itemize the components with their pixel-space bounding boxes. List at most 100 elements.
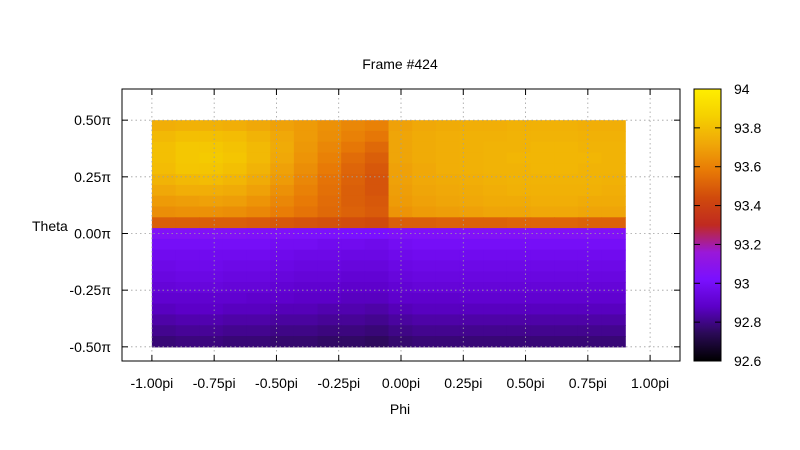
heatmap-cell — [270, 174, 295, 186]
heatmap-cell — [341, 260, 366, 272]
colorbar-tick-label: 92.8 — [734, 314, 761, 330]
heatmap-cell — [222, 249, 248, 262]
heatmap-cell — [364, 217, 390, 229]
heatmap-cell — [483, 325, 508, 337]
heatmap-cell — [293, 260, 319, 272]
heatmap-cell — [175, 314, 200, 326]
heatmap-cell — [435, 238, 461, 251]
heatmap-cell — [506, 206, 532, 218]
y-tick-label: 0.00π — [74, 226, 111, 242]
heatmap-cell — [459, 174, 484, 186]
heatmap-cell — [435, 249, 461, 262]
heatmap-cell — [175, 238, 200, 251]
heatmap-cell — [199, 184, 224, 197]
heatmap-cell — [577, 206, 603, 218]
heatmap-cell — [530, 195, 555, 208]
heatmap-cell — [199, 303, 224, 316]
heatmap-cell — [270, 303, 295, 316]
heatmap-cell — [364, 271, 390, 283]
heatmap-cell — [222, 260, 248, 272]
colorbar-tick-label: 93 — [734, 275, 750, 291]
heatmap-cell — [199, 249, 224, 262]
heatmap-cell — [435, 163, 461, 175]
heatmap-cell — [459, 292, 484, 305]
heatmap-cell — [222, 130, 248, 143]
heatmap-cell — [175, 184, 200, 197]
heatmap-cell — [317, 271, 342, 283]
heatmap-cell — [199, 282, 224, 294]
heatmap-cell — [175, 141, 200, 154]
heatmap-cell — [293, 141, 319, 154]
heatmap-cell — [222, 174, 248, 186]
heatmap-cell — [554, 206, 579, 218]
heatmap-cell — [222, 195, 248, 208]
heatmap-cell — [341, 152, 366, 164]
chart-title: Frame #424 — [362, 56, 438, 72]
heatmap-cell — [293, 174, 319, 186]
heatmap-cell — [554, 217, 579, 229]
heatmap-cell — [364, 249, 390, 262]
heatmap-cell — [412, 141, 437, 154]
heatmap-cell — [270, 217, 295, 229]
heatmap-cell — [577, 260, 603, 272]
heatmap-cell — [317, 217, 342, 229]
heatmap-cell — [459, 163, 484, 175]
heatmap-cell — [530, 163, 555, 175]
heatmap-cell — [412, 152, 437, 164]
heatmap-cell — [483, 217, 508, 229]
heatmap-cell — [151, 303, 177, 316]
heatmap-cell — [246, 228, 271, 240]
heatmap-cell — [412, 238, 437, 251]
heatmap-cell — [601, 184, 626, 197]
heatmap-cell — [506, 336, 532, 348]
heatmap-cell — [459, 271, 484, 283]
heatmap-cell — [222, 184, 248, 197]
heatmap-cell — [246, 249, 271, 262]
heatmap-cell — [199, 238, 224, 251]
x-tick-label: 0.50pi — [506, 375, 544, 391]
heatmap-cell — [483, 120, 508, 132]
heatmap-cell — [270, 325, 295, 337]
heatmap-cell — [293, 163, 319, 175]
heatmap-cell — [293, 152, 319, 164]
heatmap-cell — [175, 152, 200, 164]
heatmap-cell — [317, 303, 342, 316]
heatmap-cell — [412, 217, 437, 229]
heatmap-cell — [506, 238, 532, 251]
heatmap-cell — [270, 249, 295, 262]
heatmap-cell — [483, 249, 508, 262]
heatmap-cell — [459, 303, 484, 316]
heatmap-cell — [577, 163, 603, 175]
heatmap-cell — [554, 163, 579, 175]
heatmap-cell — [199, 195, 224, 208]
y-tick-label: -0.25π — [69, 282, 111, 298]
heatmap-cell — [270, 152, 295, 164]
colorbar-tick-label: 93.4 — [734, 198, 761, 214]
heatmap-cell — [246, 303, 271, 316]
heatmap-cell — [151, 282, 177, 294]
heatmap-cell — [483, 271, 508, 283]
heatmap-cell — [293, 292, 319, 305]
heatmap-cell — [601, 249, 626, 262]
heatmap-cell — [199, 206, 224, 218]
heatmap-cell — [293, 130, 319, 143]
heatmap-cell — [151, 152, 177, 164]
heatmap-cell — [601, 292, 626, 305]
heatmap-cell — [577, 120, 603, 132]
heatmap-cell — [577, 325, 603, 337]
heatmap-cell — [293, 184, 319, 197]
heatmap-cell — [151, 206, 177, 218]
heatmap-cell — [317, 314, 342, 326]
heatmap-cell — [435, 336, 461, 348]
heatmap-cell — [246, 217, 271, 229]
heatmap-cell — [530, 260, 555, 272]
heatmap-cell — [530, 130, 555, 143]
heatmap-cell — [412, 249, 437, 262]
heatmap-cell — [175, 174, 200, 186]
heatmap-cell — [388, 325, 413, 337]
heatmap-cell — [388, 130, 413, 143]
heatmap-cell — [151, 163, 177, 175]
heatmap-cell — [577, 292, 603, 305]
heatmap-cell — [317, 195, 342, 208]
